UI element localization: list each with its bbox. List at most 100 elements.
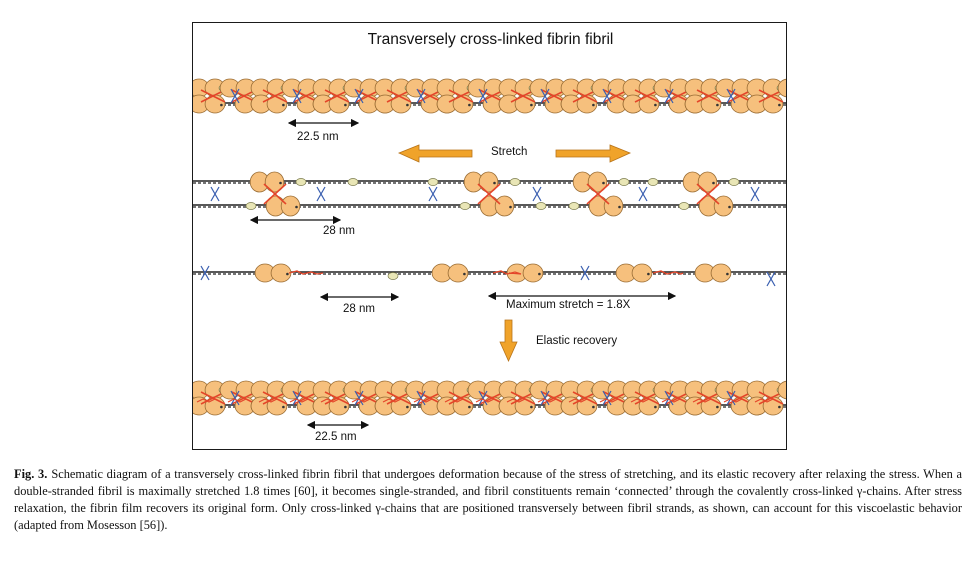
figure-caption: Fig. 3. Schematic diagram of a transverse… — [14, 466, 962, 534]
nodule-dot — [592, 103, 595, 107]
nodule-dot — [468, 405, 471, 409]
fibrin-nodule — [447, 263, 469, 283]
label-elastic-recovery: Elastic recovery — [536, 335, 618, 347]
fibrin-nodule — [603, 195, 624, 217]
gamma-chain-link — [540, 88, 550, 104]
nodule-dot — [279, 181, 282, 185]
nodule-dot — [344, 103, 347, 107]
gamma-chain-link — [416, 390, 426, 406]
gamma-chain-link — [664, 88, 674, 104]
nodule-dot — [282, 103, 285, 107]
zigzag-link — [196, 398, 216, 403]
stretch-arrow-right — [555, 144, 632, 163]
nodule-dot — [618, 205, 621, 209]
nodule-dot — [602, 181, 605, 185]
label-max-stretch: Maximum stretch = 1.8X — [506, 299, 631, 311]
gamma-chain-link — [354, 88, 364, 104]
nodule-dot — [220, 103, 223, 107]
nodule-dot — [406, 103, 409, 107]
gamma-chain-link — [292, 390, 302, 406]
nodule-dot — [530, 405, 533, 409]
nodule-dot — [538, 272, 541, 276]
stretch-arrow-left — [397, 144, 473, 163]
zigzag-link — [382, 398, 402, 403]
recovery-arrow — [499, 319, 518, 362]
nodule-dot — [286, 272, 289, 276]
zigzag-link — [258, 398, 278, 403]
nodule-dot — [728, 205, 731, 209]
crosslink-single — [288, 270, 324, 275]
fibrin-nodule — [777, 78, 786, 98]
gamma-chain-link — [354, 390, 364, 406]
crosslink-single — [652, 270, 684, 275]
zigzag-link — [754, 398, 774, 403]
fibrin-nodule — [522, 263, 544, 283]
label-spacing-row3: 28 nm — [343, 303, 375, 315]
gamma-chain-link — [532, 186, 542, 202]
gamma-chain-link — [726, 390, 736, 406]
zigzag-link — [506, 398, 526, 403]
gamma-chain-link — [316, 186, 326, 202]
zigzag-link — [413, 398, 433, 403]
nodule-dot — [778, 405, 781, 409]
central-domain — [295, 178, 307, 186]
fibril-row-intact — [193, 78, 786, 114]
nodule-dot — [493, 181, 496, 185]
gamma-chain-link — [230, 88, 240, 104]
central-domain — [245, 202, 257, 210]
nodule-dot — [712, 181, 715, 185]
central-domain — [618, 178, 630, 186]
label-stretch: Stretch — [491, 146, 528, 158]
gamma-chain-link — [750, 186, 760, 202]
nodule-dot — [344, 405, 347, 409]
nodule-dot — [406, 405, 409, 409]
zigzag-link — [289, 398, 309, 403]
zigzag-link — [227, 398, 247, 403]
crosslink — [696, 183, 720, 205]
fibril-row-recovered — [193, 380, 786, 416]
nodule-dot — [778, 103, 781, 107]
nodule-dot — [654, 103, 657, 107]
zigzag-link — [568, 398, 588, 403]
zigzag-link — [630, 398, 650, 403]
caption-figure-number: Fig. 3. — [14, 467, 48, 481]
crosslink — [477, 183, 501, 205]
central-domain — [568, 202, 580, 210]
nodule-dot — [654, 405, 657, 409]
gamma-chain-link — [416, 88, 426, 104]
caption-text: Schematic diagram of a transversely cros… — [14, 467, 962, 532]
gamma-chain-link — [428, 186, 438, 202]
zigzag-link — [723, 398, 743, 403]
fibrin-nodule — [494, 195, 515, 217]
central-domain — [728, 178, 740, 186]
gamma-chain-link — [602, 390, 612, 406]
gamma-chain-link — [580, 265, 590, 281]
nodule-dot — [463, 272, 466, 276]
gamma-chain-link — [540, 390, 550, 406]
label-spacing-row1: 22.5 nm — [297, 131, 339, 143]
nodule-dot — [468, 103, 471, 107]
nodule-dot — [726, 272, 729, 276]
gamma-chain-link — [602, 88, 612, 104]
nodule-dot — [530, 103, 533, 107]
central-domain — [459, 202, 471, 210]
gamma-chain-link — [664, 390, 674, 406]
zigzag-link — [320, 398, 340, 403]
zigzag-link — [599, 398, 619, 403]
fibrin-nodule — [631, 263, 653, 283]
gamma-chain-link — [638, 186, 648, 202]
zigzag-link — [475, 398, 495, 403]
zigzag-link — [537, 398, 557, 403]
gamma-chain-link — [210, 186, 220, 202]
gamma-chain-link — [766, 271, 776, 287]
gamma-chain-link — [726, 88, 736, 104]
crosslink — [586, 183, 610, 205]
nodule-dot — [716, 405, 719, 409]
central-domain — [427, 178, 439, 186]
figure-title: Transversely cross-linked fibrin fibril — [367, 31, 614, 48]
central-domain — [387, 272, 399, 280]
central-domain — [535, 202, 547, 210]
fibril-diagram — [193, 78, 786, 430]
central-domain — [678, 202, 690, 210]
fibrin-nodule — [710, 263, 732, 283]
